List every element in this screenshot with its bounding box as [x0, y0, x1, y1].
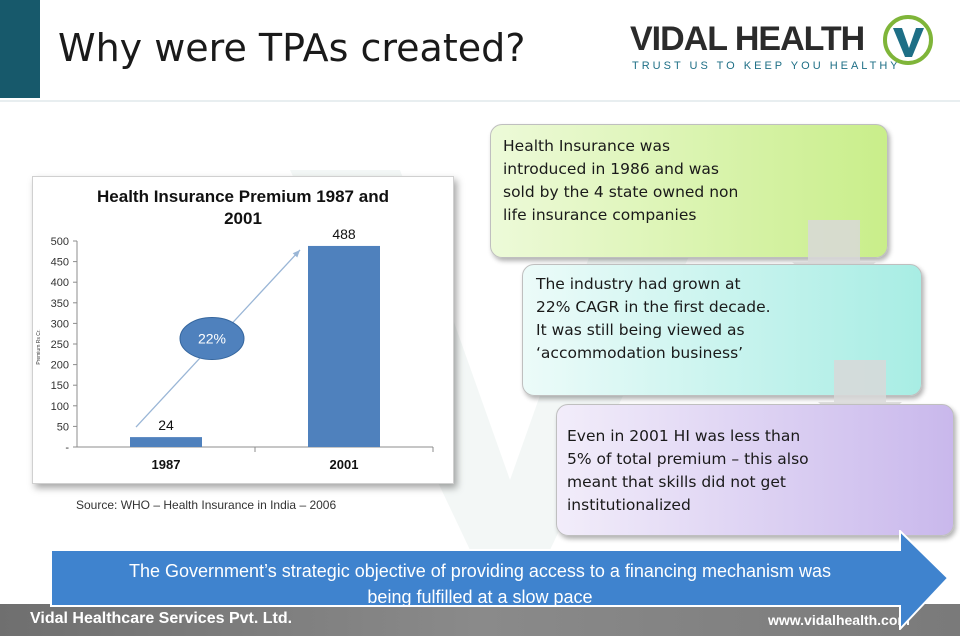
growth-arrow-head	[292, 249, 300, 258]
bar	[308, 245, 380, 447]
logo-tagline: TRUST US TO KEEP YOU HEALTHY	[632, 60, 901, 72]
process-card-3-text: Even in 2001 HI was less than 5% of tota…	[567, 427, 809, 514]
growth-annotation-bubble	[179, 317, 245, 361]
chart-title-line-2: 2001	[224, 209, 262, 228]
y-tick-label: 100	[51, 401, 69, 413]
y-tick-label: -	[65, 442, 69, 454]
y-tick-label: 500	[51, 236, 69, 248]
bar-data-label: 488	[332, 226, 356, 242]
conclusion-text: The Government’s strategic objective of …	[60, 558, 900, 610]
bar-data-label: 24	[158, 417, 174, 433]
y-axis-label: Premium Rs Cr.	[36, 329, 42, 364]
logo-v-mark-icon	[883, 15, 933, 65]
logo-name: VIDAL HEALTH	[630, 20, 865, 58]
y-tick-label: 50	[57, 421, 69, 433]
process-card-3: Even in 2001 HI was less than 5% of tota…	[556, 404, 954, 536]
bar	[130, 437, 202, 447]
x-category-label: 1987	[152, 457, 181, 472]
growth-annotation-label: 22%	[198, 331, 226, 347]
y-tick-label: 150	[51, 380, 69, 392]
premium-chart-svg: Health Insurance Premium 1987 and 2001 P…	[36, 187, 434, 472]
source-note: Source: WHO – Health Insurance in India …	[76, 498, 337, 512]
footer-website: www.vidalhealth.com	[768, 612, 910, 628]
conclusion-line-2: being fulfilled at a slow pace	[367, 587, 593, 607]
x-category-label: 2001	[330, 457, 359, 472]
y-tick-label: 400	[51, 277, 69, 289]
footer-bar	[0, 604, 960, 636]
conclusion-line-1: The Government’s strategic objective of …	[128, 561, 831, 581]
process-card-1-text: Health Insurance was introduced in 1986 …	[503, 137, 739, 224]
page-title: Why were TPAs created?	[58, 26, 526, 70]
y-tick-label: 200	[51, 360, 69, 372]
conclusion-arrow-banner	[50, 530, 950, 630]
title-accent-bar	[0, 0, 40, 98]
title-divider	[0, 100, 960, 102]
footer-company: Vidal Healthcare Services Pvt. Ltd.	[30, 610, 293, 627]
premium-chart: Health Insurance Premium 1987 and 2001 P…	[32, 176, 454, 484]
y-tick-label: 350	[51, 298, 69, 310]
process-card-2-text: The industry had grown at 22% CAGR in th…	[536, 275, 771, 362]
chart-title-line-1: Health Insurance Premium 1987 and	[97, 187, 389, 206]
y-tick-label: 300	[51, 318, 69, 330]
y-tick-label: 250	[51, 339, 69, 351]
vidal-health-logo: VIDAL HEALTH TRUST US TO KEEP YOU HEALTH…	[630, 12, 940, 74]
y-tick-label: 450	[51, 257, 69, 269]
